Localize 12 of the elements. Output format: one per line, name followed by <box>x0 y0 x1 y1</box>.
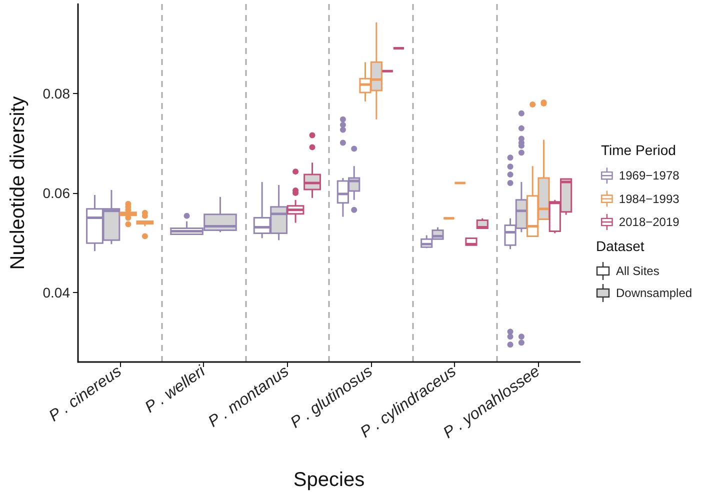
x-axis-title: Species <box>293 469 365 491</box>
legend-label: 2018−2019 <box>618 215 680 229</box>
y-tick-label: 0.04 <box>42 284 70 300</box>
legend-title: Time Period <box>601 142 676 158</box>
text: Downsampled <box>616 286 692 300</box>
legend-label: 1984−1993 <box>618 192 680 206</box>
legend-label: 1969−1978 <box>618 168 680 183</box>
text: Dataset <box>596 238 646 254</box>
y-tick-label: 0.08 <box>42 86 70 102</box>
y-axis-title: Nucleotide diversity <box>7 96 29 270</box>
y-tick-label: 0.06 <box>42 184 70 201</box>
text: All Sites <box>616 264 660 278</box>
